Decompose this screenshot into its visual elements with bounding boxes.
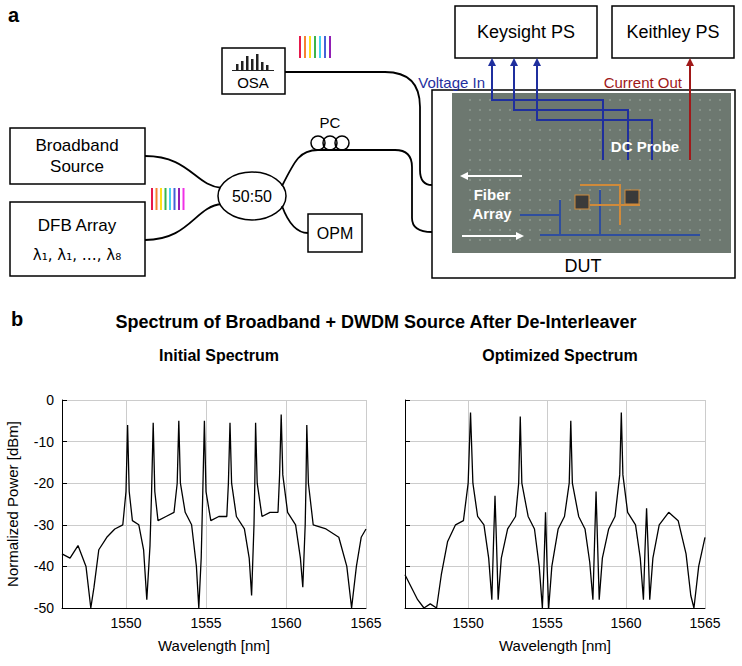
svg-text:b: b bbox=[11, 308, 23, 330]
svg-text:-30: -30 bbox=[34, 517, 54, 533]
svg-text:Optimized Spectrum: Optimized Spectrum bbox=[482, 347, 638, 364]
svg-text:Spectrum of Broadband + DWDM S: Spectrum of Broadband + DWDM Source Afte… bbox=[116, 312, 637, 332]
svg-text:OSA: OSA bbox=[237, 74, 269, 91]
svg-text:FiberArray: FiberArray bbox=[472, 186, 512, 222]
svg-text:1550: 1550 bbox=[110, 615, 141, 631]
svg-text:Current Out: Current Out bbox=[604, 74, 683, 91]
svg-text:-10: -10 bbox=[34, 434, 54, 450]
svg-text:Wavelength [nm]: Wavelength [nm] bbox=[499, 637, 611, 654]
svg-text:Keithley PS: Keithley PS bbox=[626, 22, 719, 42]
svg-text:1565: 1565 bbox=[350, 615, 381, 631]
svg-text:50:50: 50:50 bbox=[232, 188, 272, 205]
svg-text:PC: PC bbox=[320, 114, 341, 131]
svg-text:BroadbandSource: BroadbandSource bbox=[35, 136, 118, 176]
svg-text:a: a bbox=[8, 4, 20, 26]
svg-text:0: 0 bbox=[46, 392, 54, 408]
svg-text:λ₁, λ₁, …, λ₈: λ₁, λ₁, …, λ₈ bbox=[33, 246, 121, 264]
svg-text:1555: 1555 bbox=[190, 615, 221, 631]
svg-text:Wavelength [nm]: Wavelength [nm] bbox=[158, 637, 270, 654]
svg-text:DUT: DUT bbox=[565, 256, 602, 276]
svg-text:-40: -40 bbox=[34, 558, 54, 574]
svg-text:1550: 1550 bbox=[453, 615, 484, 631]
svg-text:1560: 1560 bbox=[270, 615, 301, 631]
svg-text:1560: 1560 bbox=[610, 615, 641, 631]
svg-text:DC Probe: DC Probe bbox=[611, 138, 679, 155]
svg-text:Normalized Power [dBm]: Normalized Power [dBm] bbox=[4, 421, 21, 587]
svg-text:1565: 1565 bbox=[689, 615, 720, 631]
svg-text:DFB Array: DFB Array bbox=[38, 216, 117, 235]
svg-text:1555: 1555 bbox=[532, 615, 563, 631]
svg-text:Keysight PS: Keysight PS bbox=[477, 22, 575, 42]
svg-text:Voltage In: Voltage In bbox=[418, 74, 485, 91]
svg-text:-50: -50 bbox=[34, 600, 54, 616]
svg-text:-20: -20 bbox=[34, 475, 54, 491]
svg-text:OPM: OPM bbox=[317, 225, 353, 242]
svg-text:Initial Spectrum: Initial Spectrum bbox=[159, 347, 279, 364]
